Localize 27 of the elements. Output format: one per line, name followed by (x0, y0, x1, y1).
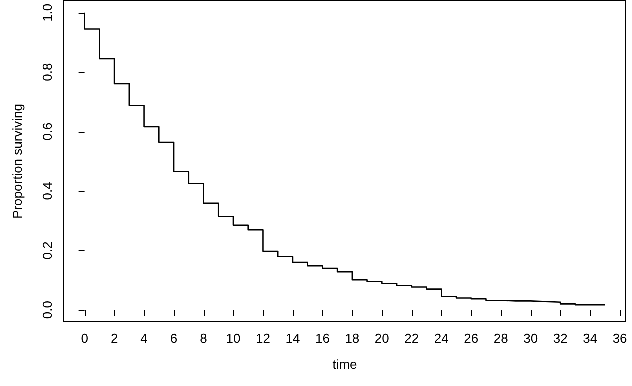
x-axis-title: time (332, 357, 358, 372)
x-tick-label: 26 (464, 331, 479, 346)
x-tick-label: 4 (140, 331, 148, 346)
y-tick-label: 0.4 (40, 182, 55, 200)
y-tick-label: 1.0 (40, 4, 55, 22)
x-tick-label: 32 (553, 331, 568, 346)
y-tick-label: 0.2 (40, 242, 55, 260)
x-tick-label: 20 (374, 331, 390, 346)
x-tick-label: 10 (226, 331, 241, 346)
x-tick-label: 24 (434, 331, 449, 346)
y-axis-title: Proportion surviving (10, 104, 25, 219)
x-tick-label: 18 (345, 331, 360, 346)
y-tick-label: 0.0 (40, 301, 55, 320)
y-tick-label: 0.8 (40, 63, 55, 82)
x-tick-label: 28 (494, 331, 508, 346)
x-tick-label: 22 (404, 331, 420, 346)
y-tick-label: 0.6 (40, 122, 55, 141)
x-tick-label: 16 (315, 331, 330, 346)
x-tick-label: 30 (524, 331, 538, 346)
x-tick-label: 2 (110, 331, 118, 346)
x-tick-label: 36 (612, 331, 628, 346)
x-tick-label: 14 (286, 331, 300, 346)
x-tick-label: 6 (170, 331, 178, 346)
x-tick-label: 12 (256, 331, 270, 346)
x-tick-label: 0 (81, 331, 88, 346)
x-tick-label: 8 (200, 331, 208, 346)
x-tick-label: 34 (583, 331, 598, 346)
